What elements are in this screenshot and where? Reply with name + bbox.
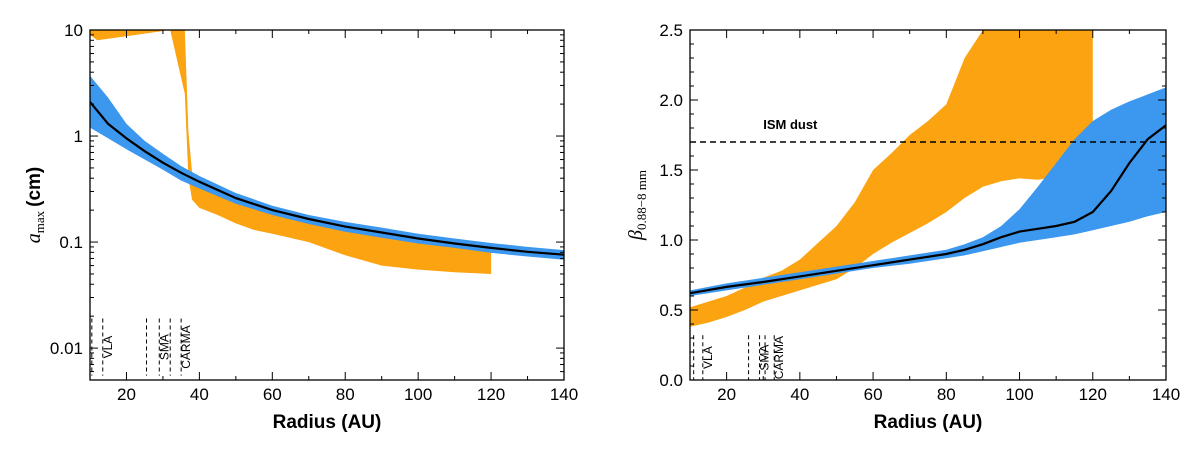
left-plot-frame — [89, 29, 565, 381]
left-x-tick-label: 140 — [550, 385, 578, 404]
left-y-title-main: a — [23, 233, 45, 243]
left-y-tick-label: 0.01 — [50, 339, 83, 358]
right-beam-label-carma: CARMA — [772, 336, 786, 379]
right-y-tick-label: 2.5 — [659, 21, 683, 40]
svg-text:amax(cm): amax (cm) — [23, 167, 47, 244]
right-plot-frame — [689, 29, 1167, 381]
right-y-tick-label: 1.0 — [659, 231, 683, 250]
right-ism-dust-label: ISM dust — [763, 117, 818, 132]
left-model-line — [90, 101, 564, 256]
right-beam-marker-sma — [748, 335, 761, 380]
left-x-tick-label: 20 — [117, 385, 136, 404]
right-beam-label-vla: VLA — [701, 346, 715, 369]
right-beam-label-sma: SMA — [758, 345, 772, 371]
left-x-tick-label: 120 — [477, 385, 505, 404]
left-y-tick-label: 1 — [74, 127, 83, 146]
left-beam-marker-sma — [146, 318, 160, 376]
left-panel: VLA SMA CARMA 20 40 60 80 100 120 140 0.01 0.1 1 10 R… — [23, 21, 578, 433]
right-x-tick-label: 60 — [864, 385, 883, 404]
right-y-tick-label: 0.5 — [659, 301, 683, 320]
right-y-tick-label: 1.5 — [659, 161, 683, 180]
right-x-tick-label: 20 — [717, 385, 736, 404]
left-beam-label-carma: CARMA — [179, 325, 193, 368]
left-x-tick-label: 60 — [263, 385, 282, 404]
left-x-axis-title: Radius (AU) — [273, 412, 382, 433]
left-y-tick-label: 0.1 — [59, 233, 83, 252]
left-y-title-unit: (cm) — [24, 167, 45, 207]
right-x-tick-label: 40 — [790, 385, 809, 404]
right-model-line — [690, 124, 1166, 295]
right-x-axis-title: Radius (AU) — [874, 412, 983, 433]
left-x-tick-label: 100 — [404, 385, 432, 404]
right-orange-band — [690, 30, 1093, 327]
left-y-tick-label: 10 — [64, 21, 83, 40]
left-beam-label-sma: SMA — [157, 334, 171, 360]
right-y-title-sub: 0.88−8 mm — [634, 170, 649, 230]
right-y-tick-label: 2.0 — [659, 91, 683, 110]
left-y-axis-title: amax (cm) — [23, 167, 47, 244]
right-x-tick-label: 80 — [937, 385, 956, 404]
right-y-tick-label: 0.0 — [659, 371, 683, 390]
left-x-tick-label: 80 — [336, 385, 355, 404]
right-beam-marker-vla — [693, 335, 704, 380]
left-beam-label-vla: VLA — [101, 336, 115, 359]
right-y-axis-title: β0.88−8 mm — [625, 170, 649, 241]
right-panel: ISM dust VLA SMA CARMA 20 40 60 80 100 120 140 0.0 0… — [625, 21, 1180, 433]
left-x-tick-label: 40 — [190, 385, 209, 404]
left-y-title-sub: max — [32, 210, 47, 233]
left-beam-marker-vla — [91, 318, 104, 376]
right-x-tick-label: 120 — [1079, 385, 1107, 404]
right-x-tick-label: 140 — [1152, 385, 1180, 404]
right-x-tick-label: 100 — [1005, 385, 1033, 404]
svg-text:β0.88−8 mm: β0.88−8 mm — [625, 170, 649, 241]
right-y-title-main: β — [625, 230, 647, 241]
right-beam-marker-carma — [764, 335, 775, 380]
left-beam-marker-carma — [169, 318, 182, 376]
right-blue-band — [690, 87, 1166, 297]
left-orange-band — [90, 30, 492, 274]
